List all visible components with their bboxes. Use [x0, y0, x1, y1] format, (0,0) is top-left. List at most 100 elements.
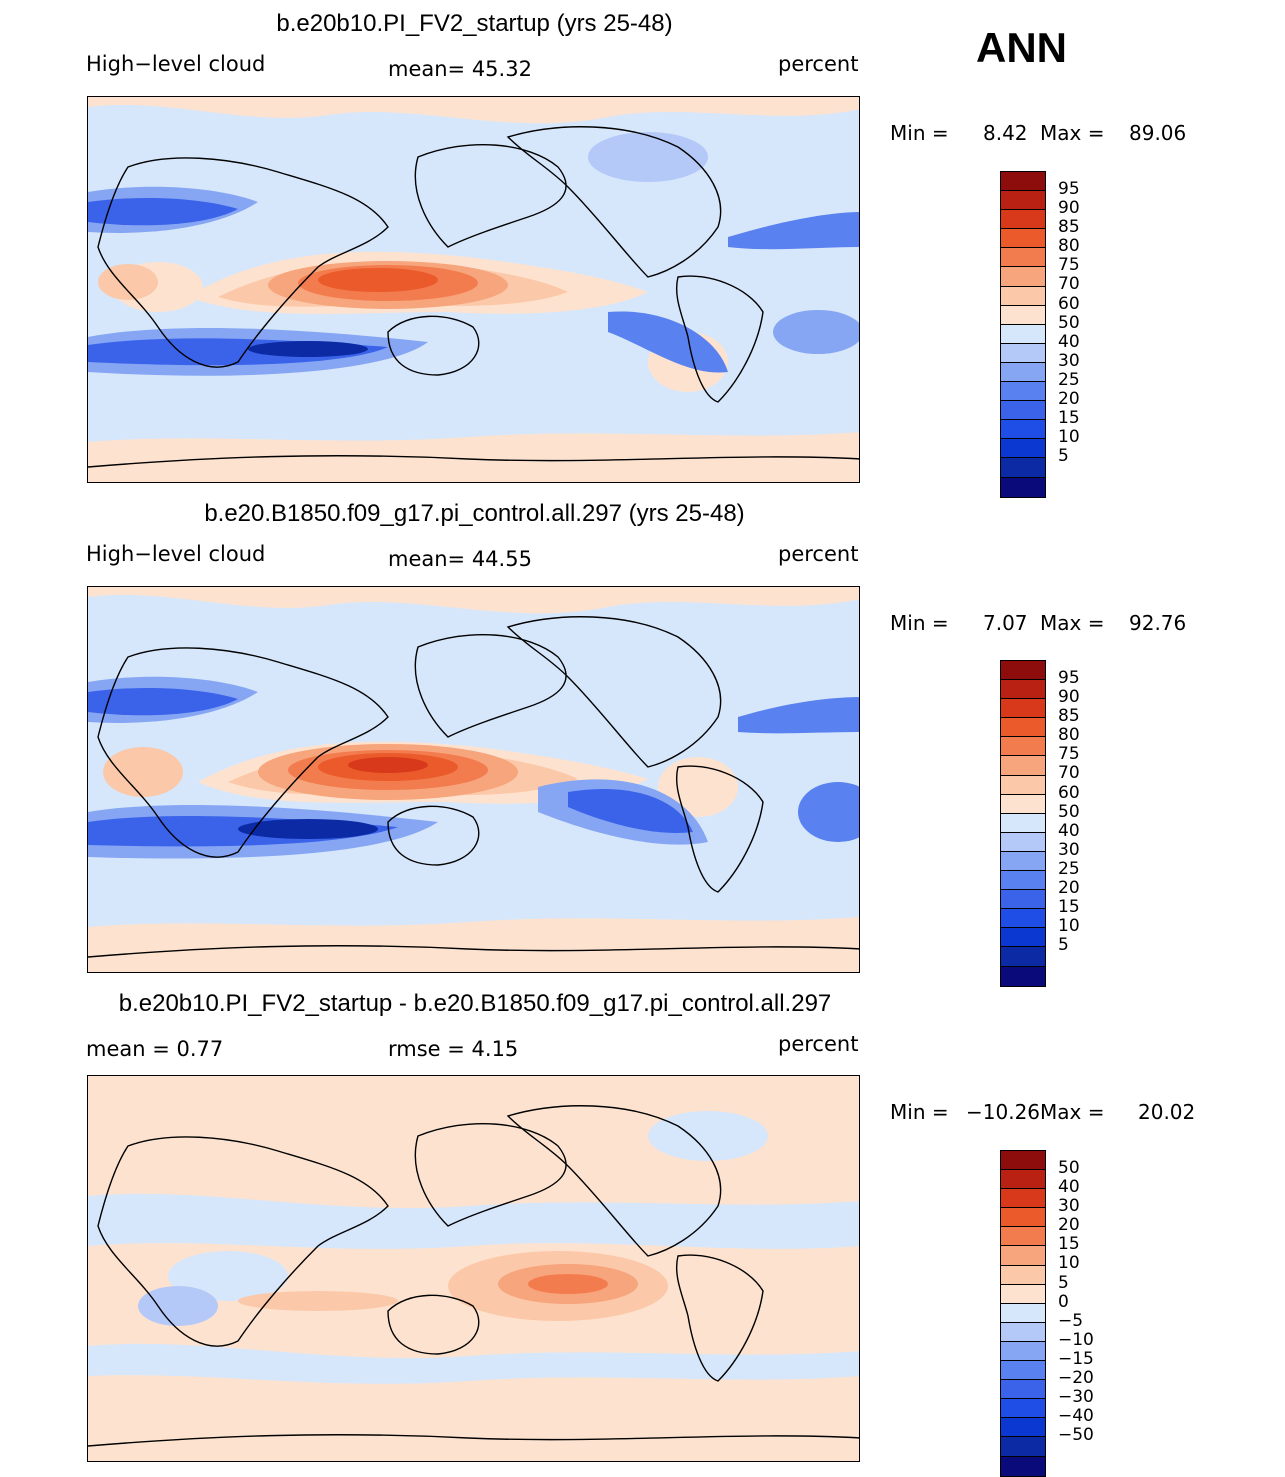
panel-3-units: percent — [778, 1032, 859, 1056]
panel-1-level: 30 — [1058, 350, 1080, 371]
panel-1-level: 15 — [1058, 408, 1080, 429]
panel-2-level: 15 — [1058, 897, 1080, 918]
panel-3-title: b.e20b10.PI_FV2_startup - b.e20.B1850.f0… — [118, 990, 832, 1017]
panel-2-colorbar — [1000, 660, 1046, 987]
panel-2-level: 80 — [1058, 725, 1080, 746]
colorbar-box — [1001, 851, 1045, 872]
panel-2-left-label: High−level cloud — [86, 542, 266, 566]
colorbar-box — [1001, 267, 1045, 287]
panel-1-max-label: Max = — [1040, 121, 1105, 145]
colorbar-box — [1001, 661, 1045, 681]
panel-2-min-value: 7.07 — [983, 611, 1028, 635]
panel-1-max-value: 89.06 — [1129, 121, 1187, 145]
colorbar-box — [1001, 1208, 1045, 1228]
panel-2-level: 90 — [1058, 687, 1080, 708]
panel-3-level: −50 — [1058, 1425, 1094, 1446]
panel-3-colorbar-labels: 50 40 30 20 15 10 5 0 −5 −10 −15 −20 −30… — [1058, 1158, 1094, 1446]
panel-3-level: −5 — [1058, 1310, 1084, 1331]
panel-2-title: b.e20.B1850.f09_g17.pi_control.all.297 (… — [204, 500, 745, 527]
panel-1-colorbar — [1000, 171, 1046, 498]
panel-1-level: 90 — [1058, 198, 1080, 219]
panel-1-level: 60 — [1058, 293, 1080, 314]
panel-2-level: 5 — [1058, 935, 1069, 956]
colorbar-box — [1001, 928, 1045, 948]
colorbar-box — [1001, 191, 1045, 211]
colorbar-box — [1001, 794, 1045, 814]
colorbar-box — [1001, 871, 1045, 891]
colorbar-box — [1001, 1151, 1045, 1171]
panel-1-left-label: High−level cloud — [86, 52, 266, 76]
panel-3-level: 5 — [1058, 1272, 1069, 1293]
panel-3-mean-label: mean = 0.77 — [86, 1037, 224, 1061]
panel-3-level: 15 — [1058, 1234, 1080, 1255]
panel-1-level: 70 — [1058, 274, 1080, 295]
panel-3-level: −10 — [1058, 1329, 1094, 1350]
season-label: ANN — [976, 24, 1067, 71]
colorbar-box — [1001, 1265, 1045, 1285]
colorbar-box — [1001, 966, 1045, 986]
panel-3-max-label: Max = — [1040, 1100, 1105, 1124]
panel-1-level: 50 — [1058, 312, 1080, 333]
panel-2-max-value: 92.76 — [1129, 611, 1187, 635]
panel-2-mean-label: mean= 44.55 — [388, 547, 532, 571]
colorbar-box — [1001, 1170, 1045, 1190]
colorbar-box — [1001, 890, 1045, 910]
panel-3-level: 20 — [1058, 1215, 1080, 1236]
panel-2-level: 95 — [1058, 668, 1080, 688]
panel-1-level: 85 — [1058, 217, 1080, 238]
panel-3-min-label: Min = — [890, 1100, 949, 1124]
colorbar-box — [1001, 477, 1045, 497]
panel-3-level: −15 — [1058, 1348, 1094, 1369]
panel-3-level: 40 — [1058, 1177, 1080, 1198]
colorbar-box — [1001, 1380, 1045, 1400]
colorbar-box — [1001, 909, 1045, 929]
panel-2-level: 20 — [1058, 878, 1080, 899]
colorbar-box — [1001, 756, 1045, 776]
panel-1-units: percent — [778, 52, 859, 76]
colorbar-box — [1001, 420, 1045, 440]
panel-2-level: 70 — [1058, 763, 1080, 784]
panel-1-mean-label: mean= 45.32 — [388, 57, 532, 81]
panel-1-level: 25 — [1058, 369, 1080, 390]
panel-1-level: 75 — [1058, 255, 1080, 276]
colorbar-box — [1001, 1246, 1045, 1266]
panel-3-level: −40 — [1058, 1406, 1094, 1427]
colorbar-box — [1001, 737, 1045, 757]
colorbar-box — [1001, 1227, 1045, 1247]
panel-1-level: 80 — [1058, 236, 1080, 257]
colorbar-box — [1001, 1341, 1045, 1362]
panel-3-level: 30 — [1058, 1196, 1080, 1217]
panel-2-level: 85 — [1058, 706, 1080, 727]
colorbar-box — [1001, 229, 1045, 249]
colorbar-box — [1001, 775, 1045, 795]
panel-2-level: 75 — [1058, 744, 1080, 765]
panel-1-min-label: Min = — [890, 121, 949, 145]
colorbar-box — [1001, 458, 1045, 478]
colorbar-box — [1001, 718, 1045, 738]
colorbar-box — [1001, 699, 1045, 719]
panel-2-max-label: Max = — [1040, 611, 1105, 635]
colorbar-box — [1001, 1437, 1045, 1457]
colorbar-box — [1001, 1284, 1045, 1304]
panel-2-level: 30 — [1058, 839, 1080, 860]
panel-3-max-value: 20.02 — [1138, 1100, 1196, 1124]
panel-2-level: 60 — [1058, 782, 1080, 803]
colorbar-box — [1001, 1418, 1045, 1438]
colorbar-box — [1001, 343, 1045, 363]
panel-2-min-label: Min = — [890, 611, 949, 635]
colorbar-box — [1001, 382, 1045, 402]
colorbar-box — [1001, 305, 1045, 325]
colorbar-box — [1001, 401, 1045, 421]
panel-3-min-value: −10.26 — [966, 1100, 1041, 1124]
panel-1-map — [87, 96, 860, 483]
colorbar-box — [1001, 813, 1045, 833]
panel-3-colorbar — [1000, 1150, 1046, 1477]
panel-1-level: 5 — [1058, 446, 1069, 467]
colorbar-box — [1001, 832, 1045, 852]
colorbar-box — [1001, 1189, 1045, 1209]
panel-1-colorbar-labels: 95 90 85 80 75 70 60 50 40 30 25 20 15 1… — [1058, 179, 1080, 467]
panel-2-level: 50 — [1058, 801, 1080, 822]
panel-2-level: 10 — [1058, 916, 1080, 937]
panel-3-map — [87, 1075, 860, 1462]
colorbar-box — [1001, 947, 1045, 967]
